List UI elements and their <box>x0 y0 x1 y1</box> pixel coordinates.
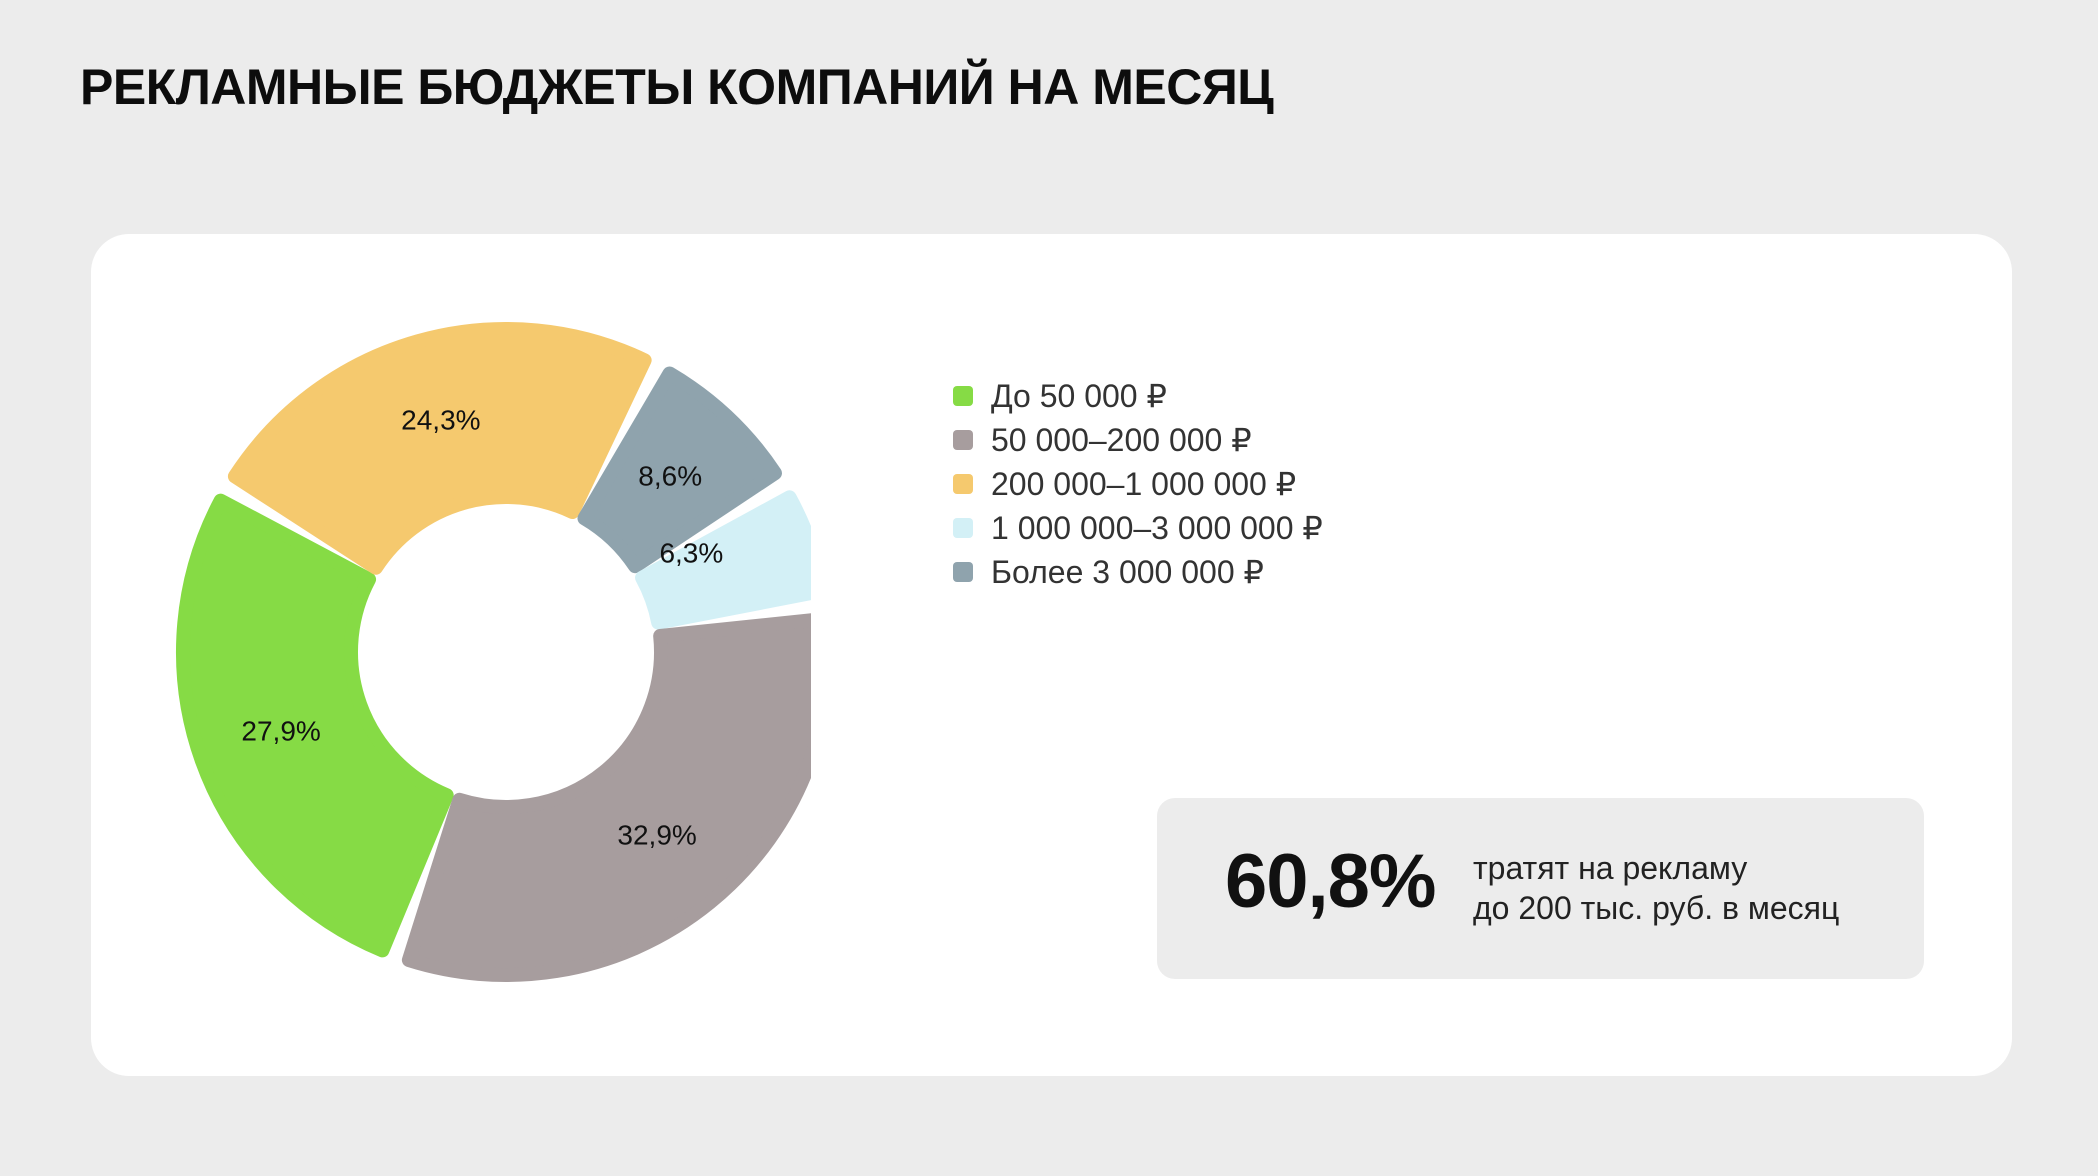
chart-card: 27,9% 24,3% 8,6% 6,3% 32,9% До 50 000 ₽ 50 0… <box>91 234 2012 1076</box>
highlight-caption-line-1: тратят на рекламу <box>1473 850 1748 886</box>
highlight-stat-box: 60,8% тратят на рекламу до 200 тыс. руб.… <box>1157 798 1924 979</box>
legend-swatch <box>953 562 973 582</box>
legend-swatch <box>953 474 973 494</box>
slice-over-3m <box>577 366 782 574</box>
slice-label-1m-3m: 6,3% <box>659 538 723 569</box>
slice-1m-3m <box>635 490 811 630</box>
legend-swatch <box>953 430 973 450</box>
legend-item-up-to-50k: До 50 000 ₽ <box>953 374 1323 418</box>
legend-swatch <box>953 386 973 406</box>
legend-label: Более 3 000 000 ₽ <box>991 554 1264 590</box>
slice-label-200k-1m: 24,3% <box>401 404 480 435</box>
legend-label: 1 000 000–3 000 000 ₽ <box>991 510 1323 546</box>
slice-label-over-3m: 8,6% <box>638 461 702 492</box>
legend-label: До 50 000 ₽ <box>991 378 1167 414</box>
highlight-stat-caption: тратят на рекламу до 200 тыс. руб. в мес… <box>1473 848 1839 928</box>
slice-label-50k-200k: 32,9% <box>617 820 696 851</box>
slice-200k-1m <box>227 322 652 575</box>
highlight-caption-line-2: до 200 тыс. руб. в месяц <box>1473 890 1840 926</box>
slice-label-up-to-50k: 27,9% <box>241 715 320 746</box>
chart-legend: До 50 000 ₽ 50 000–200 000 ₽ 200 000–1 0… <box>953 374 1323 594</box>
legend-swatch <box>953 518 973 538</box>
legend-label: 50 000–200 000 ₽ <box>991 422 1252 458</box>
page-title: РЕКЛАМНЫЕ БЮДЖЕТЫ КОМПАНИЙ НА МЕСЯЦ <box>80 59 1274 115</box>
legend-item-1m-3m: 1 000 000–3 000 000 ₽ <box>953 506 1323 550</box>
legend-item-200k-1m: 200 000–1 000 000 ₽ <box>953 462 1323 506</box>
highlight-stat-value: 60,8% <box>1225 839 1436 924</box>
legend-item-50k-200k: 50 000–200 000 ₽ <box>953 418 1323 462</box>
legend-label: 200 000–1 000 000 ₽ <box>991 466 1297 502</box>
slice-50k-200k <box>401 613 811 982</box>
donut-chart: 27,9% 24,3% 8,6% 6,3% 32,9% <box>176 322 811 982</box>
slice-up-to-50k <box>176 493 454 958</box>
legend-item-over-3m: Более 3 000 000 ₽ <box>953 550 1323 594</box>
